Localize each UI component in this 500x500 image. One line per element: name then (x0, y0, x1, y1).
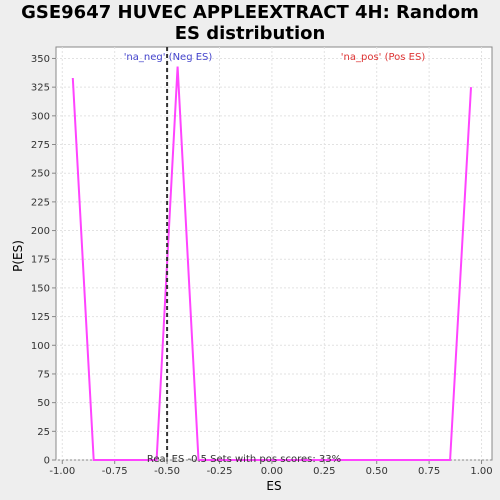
series-line (71, 66, 472, 461)
x-tick-label: 0.75 (418, 466, 440, 477)
chart-title-line-1: GSE9647 HUVEC APPLEEXTRACT 4H: Random (21, 2, 479, 23)
grid-lines (56, 47, 492, 461)
y-tick-label: 250 (31, 169, 50, 180)
real-es-annotation: Real ES -0.5 Sets with pos scores: 33% (147, 454, 341, 465)
x-axis-ticks: -1.00 -0.75 -0.50 -0.25 0.00 0.25 0.50 0.75 1.00 (49, 460, 493, 477)
x-tick-label: 0.50 (366, 466, 388, 477)
chart-title: GSE9647 HUVEC APPLEEXTRACT 4H: Random ES… (0, 2, 500, 44)
y-tick-label: 25 (37, 427, 50, 438)
pos-es-label: 'na_pos' (Pos ES) (341, 52, 426, 63)
y-tick-label: 200 (31, 226, 50, 237)
y-tick-label: 0 (44, 456, 50, 467)
series-group (71, 66, 472, 461)
y-tick-label: 350 (31, 54, 50, 65)
x-tick-label: -0.50 (154, 466, 180, 477)
x-tick-label: 0.25 (313, 466, 335, 477)
y-tick-label: 175 (31, 255, 50, 266)
y-tick-label: 300 (31, 111, 50, 122)
y-tick-label: 75 (37, 369, 50, 380)
y-axis-title: P(ES) (11, 240, 25, 272)
x-tick-label: -1.00 (49, 466, 75, 477)
chart-title-line-2: ES distribution (174, 23, 326, 44)
y-tick-label: 225 (31, 197, 50, 208)
y-tick-label: 275 (31, 140, 50, 151)
x-tick-label: -0.75 (102, 466, 128, 477)
x-tick-label: 0.00 (261, 466, 283, 477)
y-tick-label: 50 (37, 398, 50, 409)
x-tick-label: 1.00 (470, 466, 492, 477)
x-axis-title: ES (266, 479, 281, 493)
y-axis-ticks: 0 25 50 75 100 125 150 175 200 225 250 275 300 325 350 (31, 54, 56, 467)
plot-area (55, 46, 493, 461)
y-tick-label: 325 (31, 83, 50, 94)
y-tick-label: 125 (31, 312, 50, 323)
y-tick-label: 100 (31, 341, 50, 352)
neg-es-label: 'na_neg' (Neg ES) (124, 52, 213, 63)
x-tick-label: -0.25 (207, 466, 233, 477)
y-tick-label: 150 (31, 283, 50, 294)
